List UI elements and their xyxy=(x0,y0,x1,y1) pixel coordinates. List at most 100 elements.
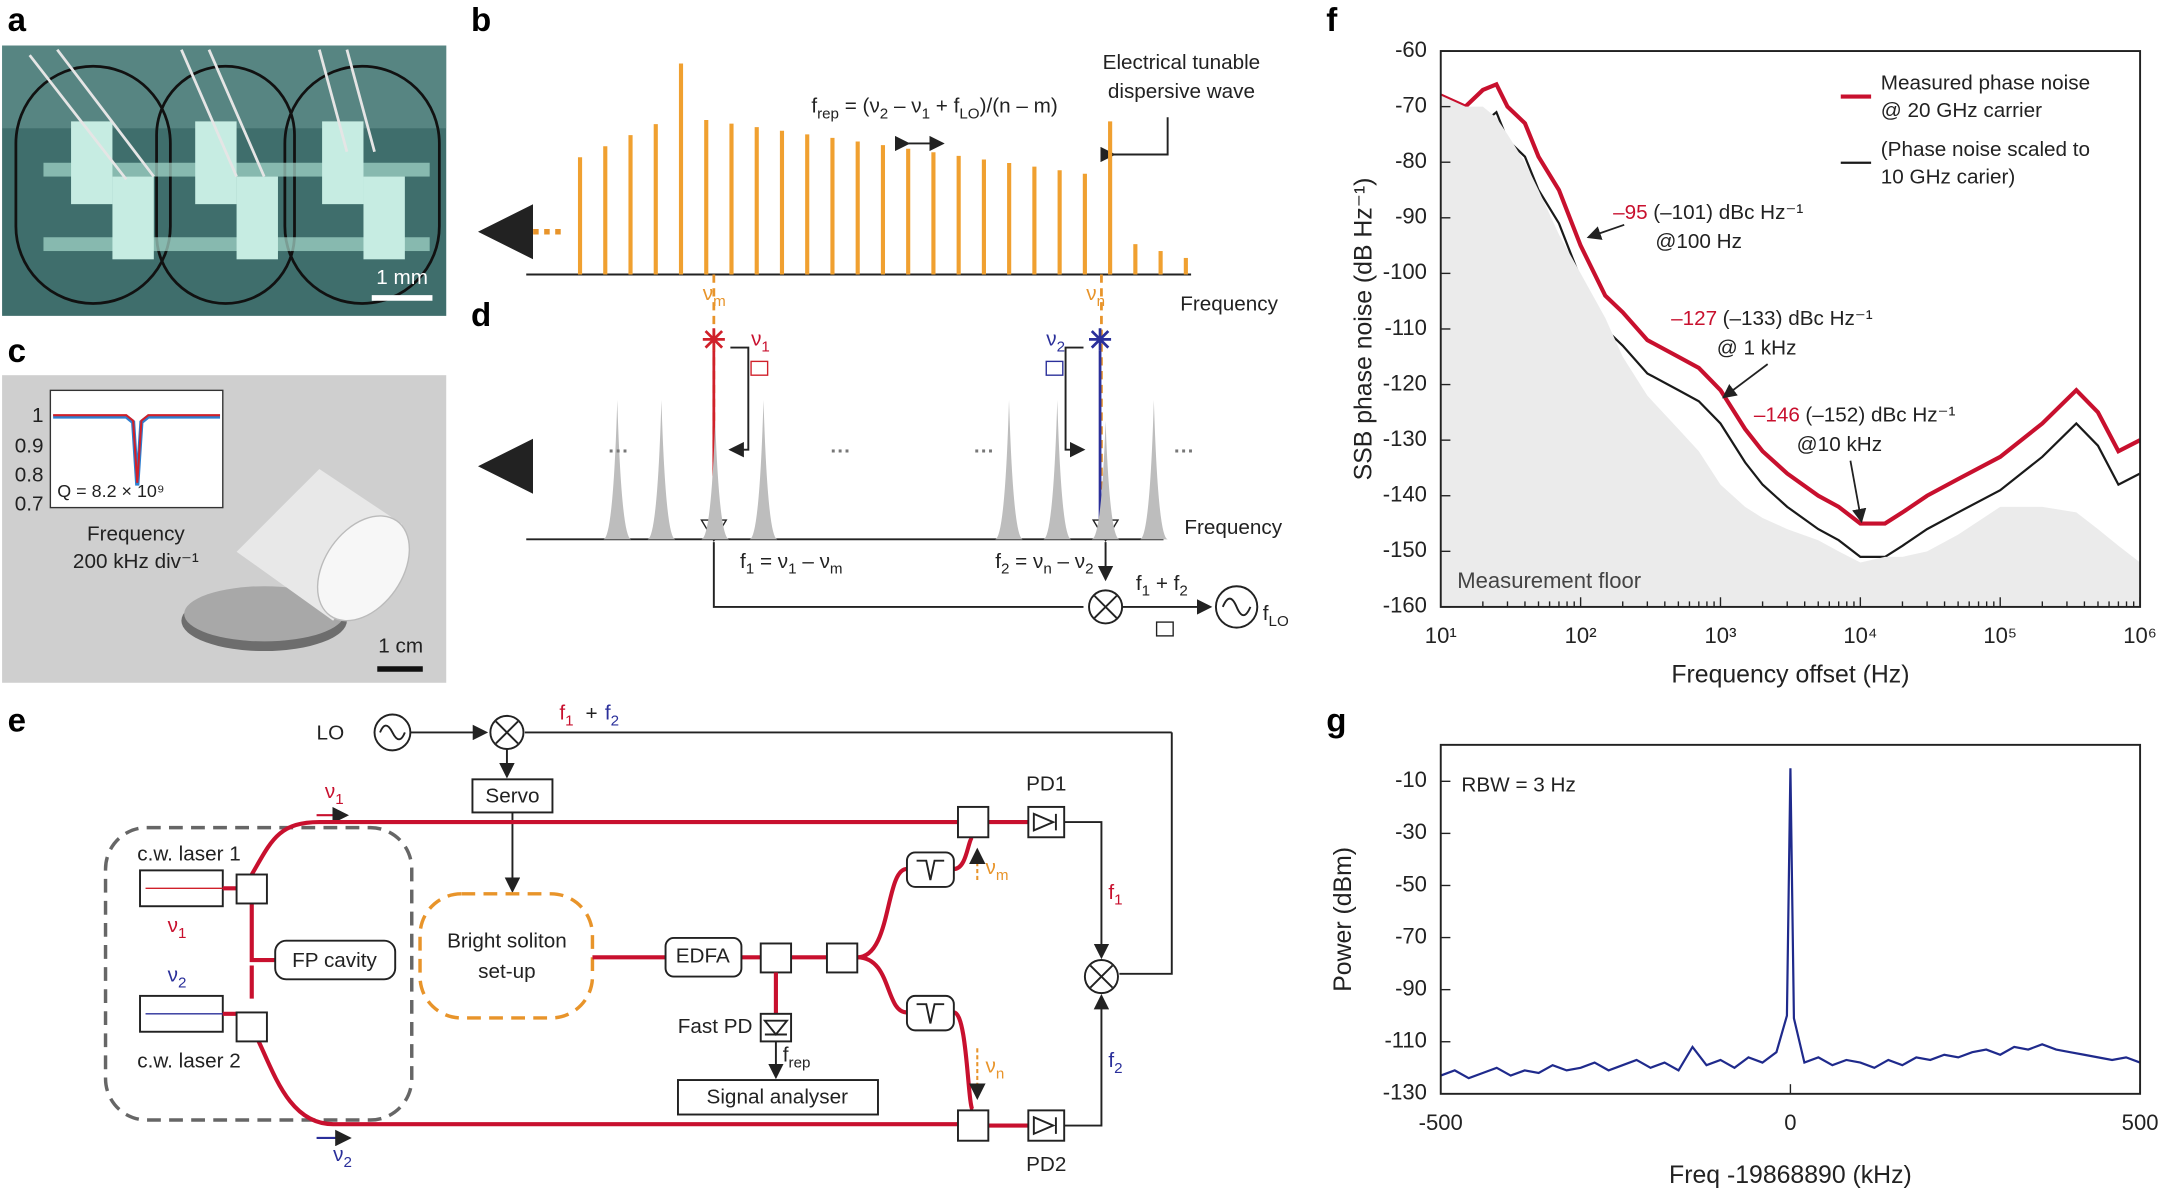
ellipsis: ··· xyxy=(974,440,995,463)
fast-pd-label: Fast PD xyxy=(678,1015,753,1038)
nu1: ν1 xyxy=(168,914,187,941)
subscript: 2 xyxy=(880,105,888,122)
text-part: – ν xyxy=(797,550,830,573)
y-tick-label: -30 xyxy=(1395,819,1427,844)
subscript: n xyxy=(996,1066,1004,1083)
y-tick-label: -70 xyxy=(1395,923,1427,948)
frep-formula: frep = (ν2 – ν1 + fLO)/(n – m) xyxy=(811,95,1057,122)
x-tick-label: 500 xyxy=(2122,1110,2159,1135)
comb-peak xyxy=(647,400,676,540)
subscript: 1 xyxy=(335,791,343,808)
text-part: f xyxy=(605,702,611,725)
servo-label: Servo xyxy=(485,785,539,808)
subscript: 1 xyxy=(746,561,754,578)
ellipsis: ··· xyxy=(608,440,629,463)
panel-label: c xyxy=(8,333,26,370)
subscript: LO xyxy=(1269,613,1289,630)
ellipsis: ··· xyxy=(830,440,851,463)
comb-peak xyxy=(1140,400,1168,540)
legend-label: Measured phase noise xyxy=(1881,72,2090,95)
text-part: ν xyxy=(986,856,996,879)
fp-label: FP cavity xyxy=(292,949,377,972)
inset-tick-label: 0.9 xyxy=(15,434,44,457)
nu2: ν2 xyxy=(333,1143,352,1170)
y-tick-label: -120 xyxy=(1383,370,1427,395)
inset-tick-label: 0.8 xyxy=(15,463,44,486)
text-part: f xyxy=(811,95,817,118)
panel-label: b xyxy=(471,2,491,39)
subscript: m xyxy=(713,293,726,310)
x-axis-label: Freq -19868890 (kHz) xyxy=(1669,1162,1912,1189)
text-part: – ν xyxy=(1052,550,1085,573)
area xyxy=(1440,95,2141,607)
y-tick-label: -90 xyxy=(1395,975,1427,1000)
annotation-at: @10 kHz xyxy=(1797,433,1882,456)
series-line xyxy=(1440,768,2141,1080)
subscript: m xyxy=(830,561,843,578)
subscript: 2 xyxy=(1057,339,1065,356)
comb-d xyxy=(477,328,1259,637)
annotation-part: –146 xyxy=(1754,404,1800,427)
nu2: ν2 xyxy=(168,964,187,991)
x-tick-label: 0 xyxy=(1784,1110,1796,1135)
legend-label: @ 20 GHz carrier xyxy=(1881,99,2042,122)
text-part: ν xyxy=(751,328,761,351)
text-part: ν xyxy=(325,781,335,804)
text-part: ν xyxy=(1046,328,1056,351)
subscript: 2 xyxy=(178,974,186,991)
y-tick-label: -50 xyxy=(1395,871,1427,896)
area-label: Measurement floor xyxy=(1457,568,1641,593)
inset-x-label: 200 kHz div⁻¹ xyxy=(73,550,199,573)
sum-label: f1 + f2 xyxy=(1136,572,1188,599)
panel-label: f xyxy=(1326,2,1338,39)
y-tick-label: -70 xyxy=(1395,92,1427,117)
comb-peak xyxy=(1091,420,1120,540)
legend-label: 10 GHz carier) xyxy=(1881,165,2015,188)
charts: Measurement floor -160 -150 -140 -130 -120 -11… xyxy=(1330,37,2159,1189)
y-axis-label: Power (dBm) xyxy=(1330,847,1357,992)
x-tick-label: 10⁴ xyxy=(1843,623,1877,648)
subscript: 1 xyxy=(178,925,186,942)
text-part: f xyxy=(995,550,1001,573)
text-part: f xyxy=(1136,572,1142,595)
f1-label: f1 xyxy=(559,702,573,729)
text-part: = ν xyxy=(754,550,788,573)
text-part: f xyxy=(740,550,746,573)
subscript: 2 xyxy=(1001,561,1009,578)
subscript: 2 xyxy=(343,1154,351,1171)
panel-label: d xyxy=(471,297,491,334)
schematic-e xyxy=(103,713,1173,1147)
panel-label: a xyxy=(8,2,27,39)
x-tick-label: -500 xyxy=(1419,1110,1463,1135)
panel-label: g xyxy=(1326,703,1346,740)
ellipsis: ··· xyxy=(1174,440,1195,463)
annotation-at: @ 1 kHz xyxy=(1717,336,1797,359)
subscript: 2 xyxy=(611,712,619,729)
annotation: dispersive wave xyxy=(1108,80,1255,103)
annotation-arrow xyxy=(1722,363,1769,399)
soliton-label: Bright soliton xyxy=(447,930,567,953)
pd2-label: PD2 xyxy=(1026,1153,1066,1176)
f2-label: f2 xyxy=(605,702,619,729)
axis-label: Frequency xyxy=(1184,516,1282,539)
annotation-part: (–101) dBc Hz⁻¹ xyxy=(1653,201,1803,224)
series-line xyxy=(1439,81,2142,526)
text-part: + f xyxy=(1150,572,1180,595)
legend-label: (Phase noise scaled to xyxy=(1881,138,2090,161)
f1-equation: f1 = ν1 – νm xyxy=(740,550,843,577)
y-tick-label: -140 xyxy=(1383,482,1427,507)
subscript: n xyxy=(1097,293,1105,310)
y-tick-label: -130 xyxy=(1383,426,1427,451)
text-part: ν xyxy=(168,914,178,937)
annotation-part: (–152) dBc Hz⁻¹ xyxy=(1805,404,1955,427)
annotation: RBW = 3 Hz xyxy=(1461,774,1575,797)
text-part: – ν xyxy=(888,95,921,118)
subscript: rep xyxy=(789,1054,811,1071)
nu-n: νn xyxy=(986,1055,1005,1082)
annotation: –127 (–133) dBc Hz⁻¹ xyxy=(1671,307,1873,330)
annotation-at: @100 Hz xyxy=(1655,230,1742,253)
text-part: ν xyxy=(168,964,178,987)
panel-label: e xyxy=(8,703,26,740)
text-part: f xyxy=(1108,881,1114,904)
